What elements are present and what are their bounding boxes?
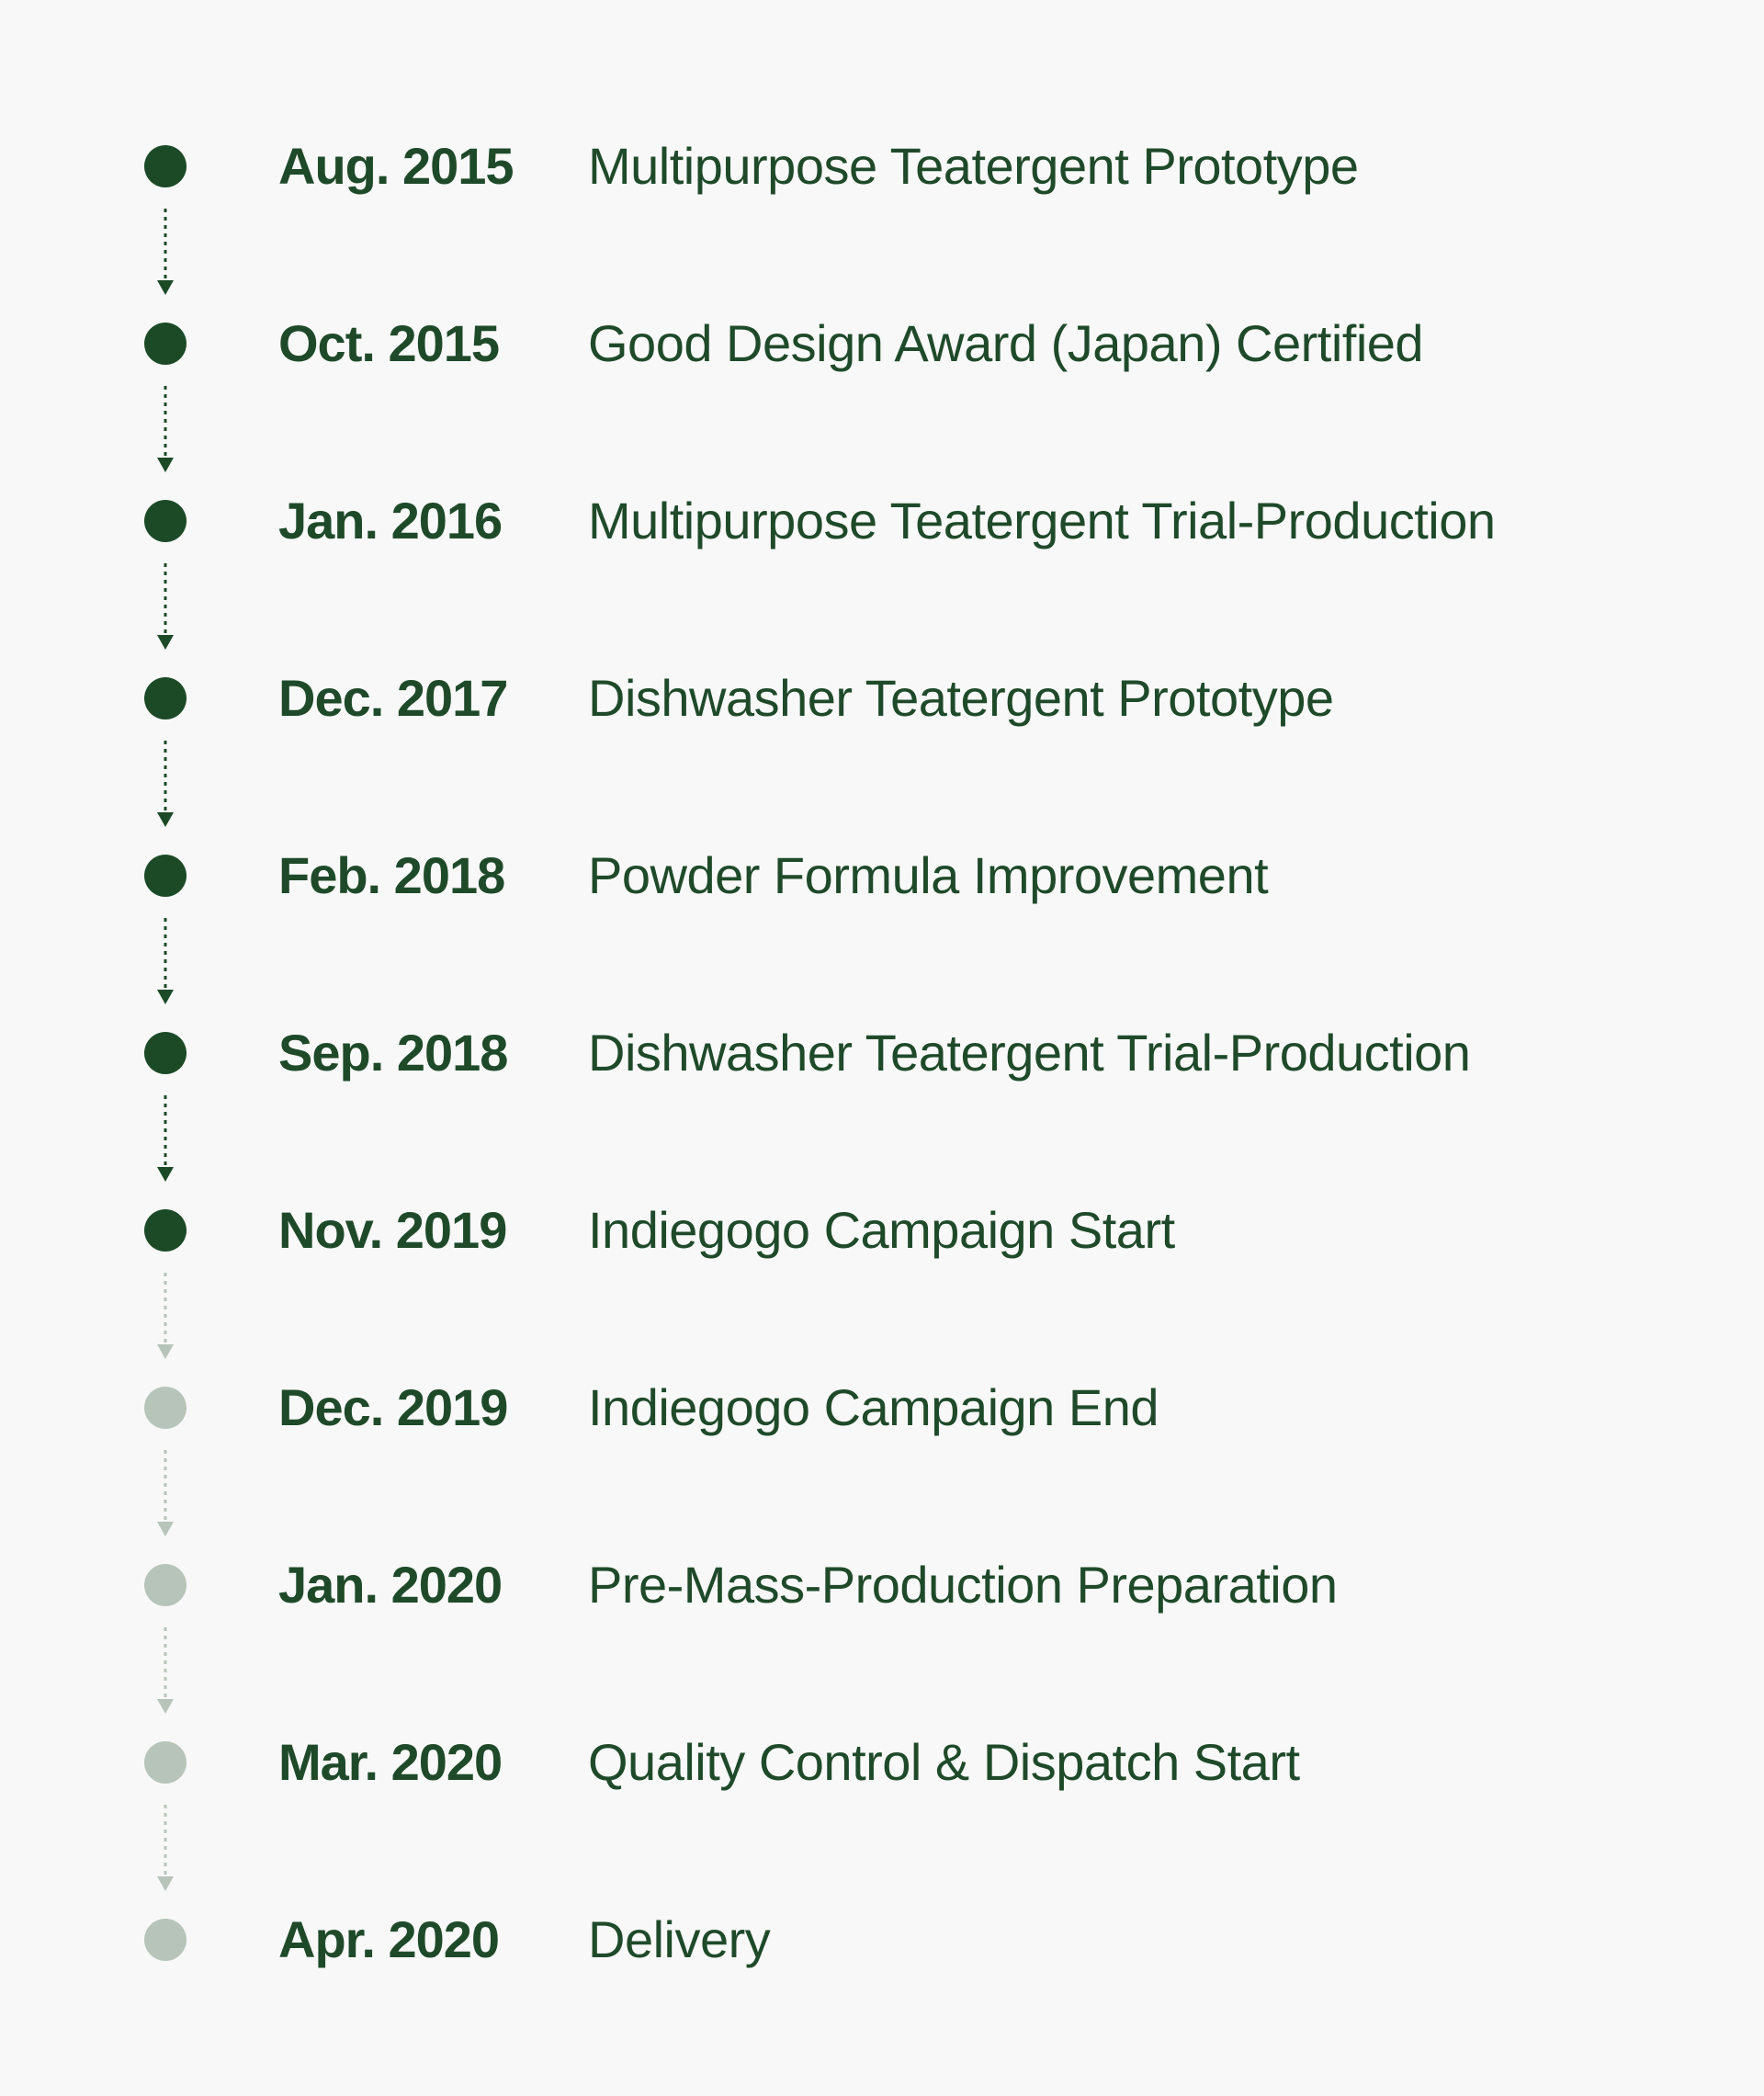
milestone-label: Good Design Award (Japan) Certified	[588, 314, 1424, 372]
milestone-label: Powder Formula Improvement	[588, 846, 1269, 904]
milestone-date: Dec. 2017	[278, 669, 508, 727]
milestone-label: Multipurpose Teatergent Trial-Production	[588, 492, 1496, 549]
milestone-dot-upcoming	[144, 1564, 187, 1606]
connector-arrow-icon	[157, 1095, 174, 1182]
connector-arrow-icon	[157, 563, 174, 650]
milestone-dot-completed	[144, 677, 187, 719]
connector-arrow-icon	[157, 1273, 174, 1359]
milestone-date: Aug. 2015	[278, 137, 514, 195]
milestone-date: Jan. 2020	[278, 1556, 503, 1614]
milestone-dot-completed	[144, 500, 187, 542]
milestone-date: Oct. 2015	[278, 314, 500, 372]
connector-arrow-icon	[157, 386, 174, 472]
milestone-dot-completed	[144, 323, 187, 365]
milestone-label: Indiegogo Campaign Start	[588, 1201, 1175, 1259]
milestone-label: Delivery	[588, 1910, 771, 1968]
milestone-label: Pre-Mass-Production Preparation	[588, 1556, 1338, 1614]
milestone-date: Dec. 2019	[278, 1378, 508, 1436]
connector-arrow-icon	[157, 1627, 174, 1714]
milestone-date: Mar. 2020	[278, 1733, 503, 1791]
milestone-date: Nov. 2019	[278, 1201, 507, 1259]
milestone-date: Feb. 2018	[278, 846, 505, 904]
milestone-dot-upcoming	[144, 1387, 187, 1429]
milestone-label: Quality Control & Dispatch Start	[588, 1733, 1300, 1791]
milestone-dot-completed	[144, 855, 187, 897]
milestone-label: Multipurpose Teatergent Prototype	[588, 137, 1359, 195]
connector-arrow-icon	[157, 1450, 174, 1536]
milestone-label: Indiegogo Campaign End	[588, 1378, 1159, 1436]
milestone-date: Apr. 2020	[278, 1910, 500, 1968]
milestone-label: Dishwasher Teatergent Trial-Production	[588, 1024, 1471, 1082]
milestone-label: Dishwasher Teatergent Prototype	[588, 669, 1334, 727]
connector-arrow-icon	[157, 741, 174, 827]
milestone-dot-upcoming	[144, 1741, 187, 1784]
connector-arrow-icon	[157, 209, 174, 295]
milestone-dot-completed	[144, 1209, 187, 1252]
connector-arrow-icon	[157, 918, 174, 1004]
milestone-dot-completed	[144, 145, 187, 187]
milestone-date: Jan. 2016	[278, 492, 503, 549]
milestone-date: Sep. 2018	[278, 1024, 508, 1082]
milestone-dot-upcoming	[144, 1919, 187, 1961]
connector-arrow-icon	[157, 1805, 174, 1891]
milestone-dot-completed	[144, 1032, 187, 1074]
